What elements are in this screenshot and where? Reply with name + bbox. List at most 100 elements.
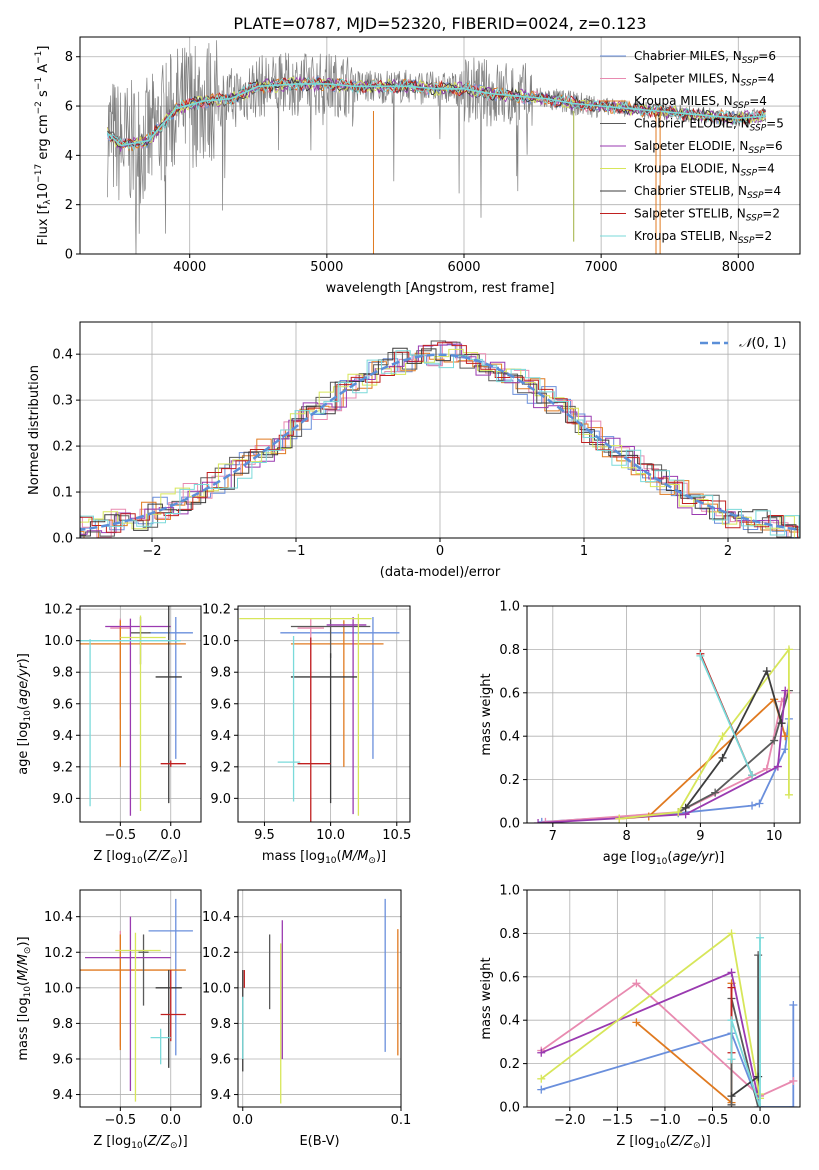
- y-axis-label: mass [log10(M/M⊙)]: [16, 936, 33, 1060]
- x-tick-label: 0.0: [160, 1113, 181, 1128]
- y-tick-label: 10.0: [202, 981, 231, 996]
- series-line-chabrier-stelib: [730, 1075, 759, 1097]
- series-point: [781, 732, 790, 741]
- x-axis-label: (data-model)/error: [380, 565, 501, 580]
- label-part: 10: [325, 856, 337, 866]
- x-tick-label: −1.0: [649, 1113, 681, 1128]
- label-part: Z [log: [93, 1134, 131, 1149]
- errorbar-chabrier-miles: [148, 898, 193, 1056]
- label-part: ]: [36, 46, 51, 51]
- y-tick-label: 0: [65, 248, 73, 263]
- series-point: [777, 719, 786, 728]
- y-tick-label: 0.8: [499, 927, 520, 942]
- label-part: )]: [16, 653, 31, 663]
- y-tick-label: 9.0: [52, 792, 73, 807]
- legend-tail: =4: [764, 184, 782, 198]
- y-tick-label: 9.8: [210, 1017, 231, 1032]
- x-tick-label: 9: [696, 829, 704, 844]
- y-tick-label: 9.6: [210, 1052, 231, 1067]
- x-tick-label: −1.5: [602, 1113, 634, 1128]
- x-tick-label: 7000: [585, 260, 618, 275]
- errorbar-kroupa-miles: [80, 620, 186, 767]
- legend-text: Salpeter STELIB, N: [634, 207, 746, 221]
- y-tick-label: 9.6: [210, 697, 231, 712]
- series-point: [756, 933, 765, 942]
- errorbar-salpeter-elodie: [326, 617, 367, 815]
- series-point: [789, 1076, 798, 1085]
- label-part: )]: [714, 850, 724, 865]
- x-tick-label: −0.5: [105, 1113, 137, 1128]
- legend-tail: =6: [758, 49, 776, 63]
- series-line-salpeter-miles: [540, 982, 794, 1098]
- y-tick-label: 0.2: [499, 773, 520, 788]
- weight_vs_age-frame: 7 8 9 10 0.0 0.2 0.4 0.6 0.8 1.0: [499, 600, 801, 844]
- label-part: (: [667, 850, 672, 865]
- y-tick-label: 0.3: [52, 394, 73, 409]
- label-part: Normed distribution: [27, 365, 42, 495]
- legend-text: Kroupa MILES, N: [634, 94, 733, 108]
- y-tick-label: 2: [65, 198, 73, 213]
- legend-sub: SSP: [733, 101, 750, 111]
- series-point: [537, 1074, 546, 1083]
- legend-entry: Chabrier MILES, NSSP=6: [634, 49, 776, 66]
- label-part: mass weight: [479, 673, 494, 755]
- label-part: age [log: [603, 850, 656, 865]
- legend-text: Chabrier ELODIE, N: [634, 117, 750, 131]
- age_vs_mass-plot: [239, 613, 400, 822]
- label-part: )]: [16, 936, 31, 946]
- label-part: (: [143, 849, 148, 864]
- legend-tail: =2: [762, 207, 780, 221]
- series-point: [727, 1092, 736, 1101]
- errorbar-salpeter-elodie: [85, 916, 171, 1091]
- legend-entry: Kroupa MILES, NSSP=4: [634, 94, 767, 111]
- y-axis-label: mass weight: [479, 673, 494, 755]
- errorbar-chabrier-miles: [280, 617, 400, 759]
- series-point: [537, 1085, 546, 1094]
- mass_vs_ebv-plot: [242, 898, 399, 1104]
- errorbar-chabrier-stelib: [290, 653, 358, 804]
- legend-text: Kroupa STELIB, N: [634, 229, 738, 243]
- histogram-chabrier-elodie: [80, 340, 800, 538]
- series-point: [727, 1016, 736, 1025]
- series-point: [784, 645, 793, 654]
- x-tick-label: 4000: [173, 260, 206, 275]
- y-tick-label: 9.4: [210, 729, 231, 744]
- label-part: Z/Z: [147, 849, 171, 864]
- legend-sub: SSP: [741, 169, 758, 179]
- histogram-chabrier-stelib: [80, 347, 800, 537]
- x-tick-label: 1: [580, 544, 588, 559]
- series-line-chabrier-elodie: [677, 690, 790, 813]
- label-part: E(B-V): [299, 1134, 339, 1149]
- errorbar-kroupa-stelib: [277, 635, 301, 802]
- x-tick-label: 0.0: [232, 1113, 253, 1128]
- axes-frame: [526, 889, 801, 1108]
- figure-title: PLATE=0787, MJD=52320, FIBERID=0024, z=0…: [233, 14, 646, 33]
- label-part: )]: [376, 849, 386, 864]
- legend-sub: SSP: [750, 124, 767, 134]
- errorbar-kroupa-elodie: [120, 615, 166, 811]
- y-tick-label: 0.0: [499, 817, 520, 832]
- weight_vs_Z-frame: −2.0 −1.5 −1.0 −0.5 0.0 0.0 0.2 0.4 0.6 0.8 1.0: [499, 884, 801, 1128]
- label-part: age/yr: [16, 662, 31, 705]
- series-point: [727, 1055, 736, 1064]
- label-part: (: [666, 1134, 671, 1149]
- legend-entry: Salpeter ELODIE, NSSP=6: [634, 139, 783, 156]
- label-part: 10: [656, 857, 668, 867]
- label-part: )]: [701, 1134, 711, 1149]
- label-part: mass weight: [479, 957, 494, 1039]
- residuals-legend: 𝒩(0, 1): [700, 336, 786, 351]
- series-line-chabrier-miles: [541, 1005, 795, 1107]
- residuals-frame: −2 −1 0 1 2 0.0 0.1 0.2 0.3 0.4: [52, 321, 801, 559]
- histogram-kroupa-elodie: [80, 348, 800, 538]
- x-axis-label: mass [log10(M/M⊙)]: [262, 849, 386, 866]
- y-tick-label: 9.8: [52, 666, 73, 681]
- spectrum-legend: Chabrier MILES, NSSP=6 Salpeter MILES, N S…: [600, 49, 784, 246]
- legend-text: Salpeter MILES, N: [634, 72, 741, 86]
- legend-tail: =4: [749, 94, 767, 108]
- legend-tail: =6: [765, 139, 783, 153]
- y-tick-label: 0.4: [52, 348, 73, 363]
- y-tick-label: 9.6: [52, 1052, 73, 1067]
- series-line-kroupa-stelib: [730, 937, 761, 1107]
- y-tick-label: 0.1: [52, 486, 73, 501]
